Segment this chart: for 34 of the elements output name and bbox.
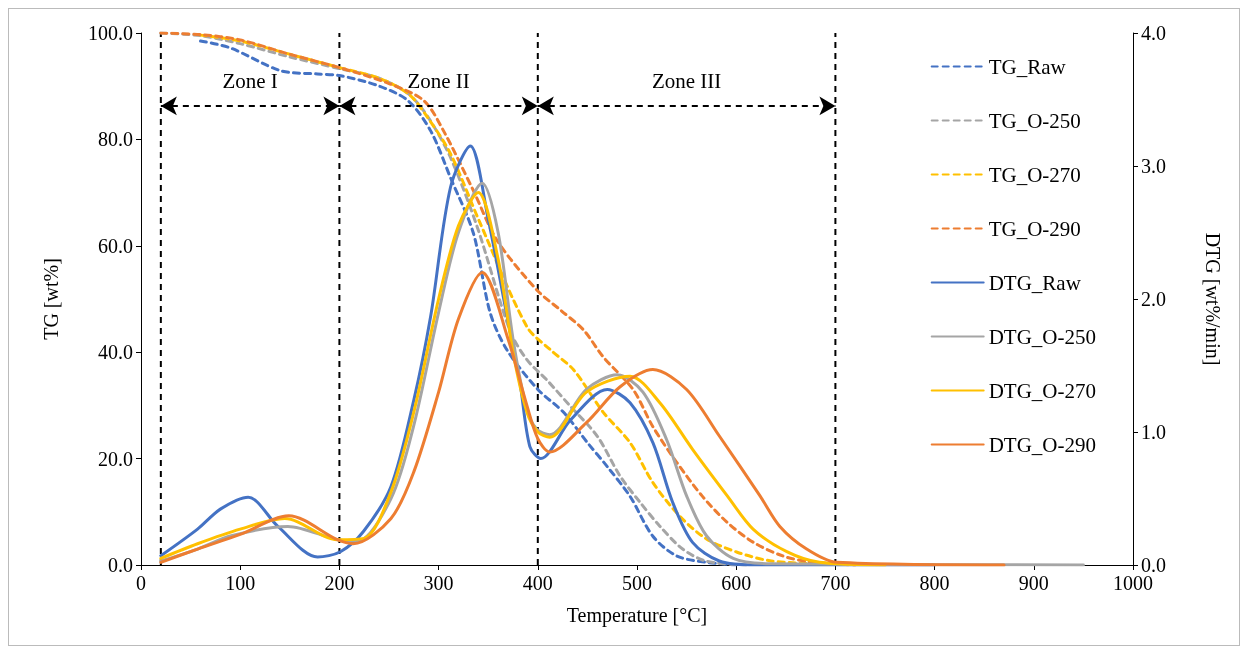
legend-label: DTG_O-250 <box>988 324 1097 349</box>
y-axis-title: TG [wt%] <box>40 258 62 340</box>
y-tick-label: 20.0 <box>98 447 133 470</box>
x-tick-label: 300 <box>423 572 454 594</box>
annotation: Zone I <box>222 68 278 93</box>
legend-label: TG_Raw <box>988 54 1067 79</box>
legend-label: TG_O-250 <box>988 108 1081 133</box>
x-tick-label: 700 <box>820 572 851 594</box>
annotation: Zone III <box>651 68 722 93</box>
x-tick-label: 400 <box>522 572 553 594</box>
legend-label: TG_O-270 <box>988 162 1081 187</box>
legend-label: DTG_O-290 <box>988 432 1097 457</box>
legend-label: TG_O-290 <box>988 216 1081 241</box>
annotation: Zone II <box>407 68 470 93</box>
y2-tick-label: 4.0 <box>1141 22 1166 44</box>
y2-axis-title: DTG [wt%/min] <box>1202 232 1224 366</box>
x-tick-label: 900 <box>1018 572 1049 594</box>
x-tick-label: 600 <box>721 572 752 594</box>
y2-tick-label: 2.0 <box>1141 288 1166 310</box>
y-tick-label: 40.0 <box>98 341 133 364</box>
y-tick-label: 100.0 <box>88 22 133 44</box>
y-tick-label: 60.0 <box>98 234 133 257</box>
x-tick-label: 0 <box>136 572 146 594</box>
y-tick-label: 80.0 <box>98 128 133 151</box>
legend-label: DTG_Raw <box>988 270 1082 295</box>
y2-tick-label: 1.0 <box>1141 421 1166 443</box>
x-tick-label: 800 <box>919 572 950 594</box>
x-axis-title: Temperature [°C] <box>566 604 708 627</box>
x-tick-label: 100 <box>225 572 256 594</box>
x-tick-label: 500 <box>622 572 652 594</box>
y2-tick-label: 3.0 <box>1141 155 1166 177</box>
x-tick-label: 200 <box>324 572 355 594</box>
y-tick-label: 0.0 <box>108 554 133 576</box>
legend-label: DTG_O-270 <box>988 378 1097 403</box>
